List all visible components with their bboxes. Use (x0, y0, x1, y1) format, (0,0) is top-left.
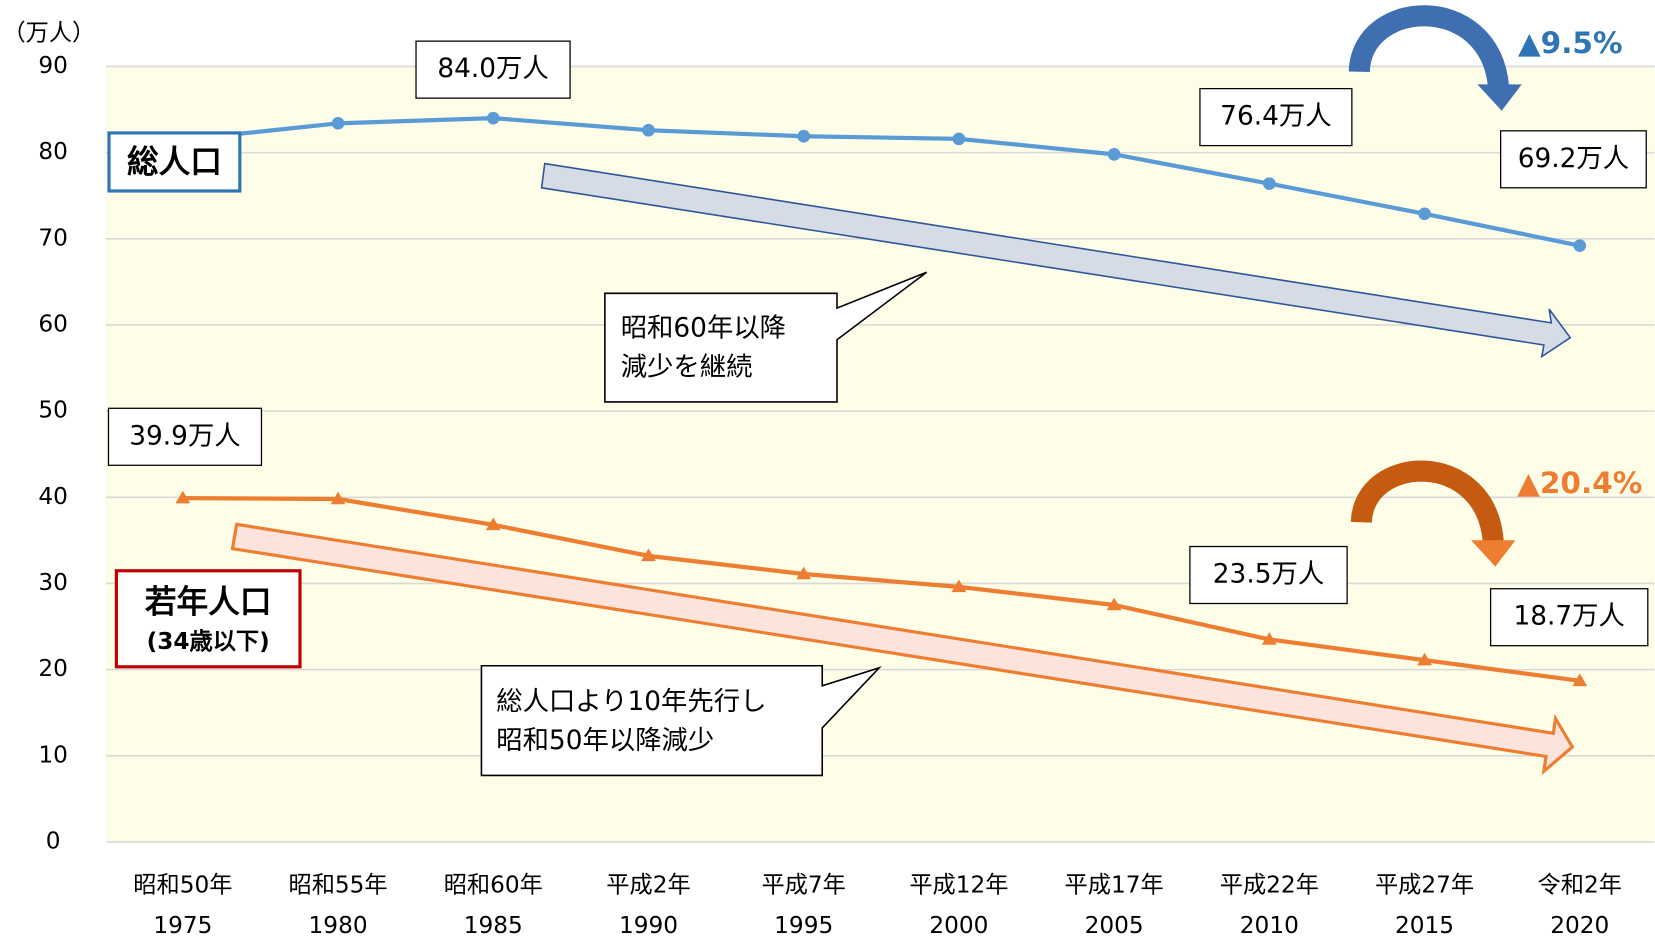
x-tick-label: 2005 (1085, 912, 1144, 939)
series-label-box (107, 131, 242, 193)
data-point (1106, 597, 1122, 611)
trend-arrow (540, 162, 1572, 359)
value-label-box (1199, 87, 1353, 147)
data-point (485, 517, 501, 531)
x-tick-label: 2000 (929, 912, 988, 939)
curved-arrow (1350, 460, 1504, 543)
series-line (182, 496, 1581, 683)
value-label: 76.4万人 (1220, 102, 1331, 132)
value-label: 18.7万人 (1513, 602, 1624, 632)
y-tick-label: 50 (38, 397, 68, 424)
data-point (175, 490, 191, 504)
value-label-box (1499, 130, 1647, 189)
value-label-box (415, 40, 571, 99)
callout-text: 昭和60年以降 (621, 314, 786, 344)
x-tick-label: 2015 (1395, 912, 1454, 939)
value-label-box (1189, 545, 1348, 605)
y-unit: （万人） (2, 19, 95, 46)
x-tick-label: 昭和50年 (133, 872, 232, 899)
change-arrow (1350, 460, 1516, 567)
y-tick-label: 10 (38, 741, 68, 768)
data-point (1261, 632, 1277, 645)
y-tick-label: 90 (38, 52, 68, 79)
data-point (1107, 148, 1121, 161)
x-tick-label: 平成17年 (1065, 872, 1164, 899)
x-tick-label: 昭和55年 (289, 872, 388, 899)
data-point (1417, 652, 1432, 666)
value-label: 39.9万人 (129, 421, 240, 451)
x-tick-label: 平成12年 (909, 872, 1008, 899)
series-label: 総人口 (127, 145, 222, 181)
callout-text: 減少を継続 (621, 353, 753, 383)
value-label-box (107, 407, 263, 466)
x-tick-label: 平成2年 (606, 872, 690, 899)
x-tick-label: 1985 (464, 912, 523, 939)
data-point (1572, 673, 1588, 687)
data-point (797, 129, 811, 143)
y-tick-label: 30 (38, 569, 68, 596)
change-label: ▲9.5% (1518, 26, 1623, 60)
y-tick-label: 40 (38, 483, 68, 510)
x-tick-label: 平成7年 (762, 872, 846, 899)
x-tick-label: 2020 (1550, 912, 1609, 939)
x-tick-label: 平成22年 (1220, 872, 1319, 899)
change-label: ▲20.4% (1517, 466, 1642, 500)
x-tick-label: 令和2年 (1538, 872, 1622, 899)
x-tick-label: 1975 (153, 912, 212, 939)
callout-box (604, 271, 928, 403)
data-point (951, 579, 967, 593)
y-tick-label: 80 (38, 138, 68, 165)
value-label: 23.5万人 (1213, 560, 1324, 590)
curved-arrow (1348, 5, 1510, 88)
x-tick-label: 2010 (1240, 912, 1299, 939)
value-label: 84.0万人 (437, 54, 548, 84)
series-line (182, 116, 1581, 248)
x-tick-label: 平成27年 (1375, 872, 1474, 899)
callout-text: 昭和50年以降減少 (496, 726, 714, 756)
data-point (1263, 177, 1276, 190)
x-tick-label: 1990 (619, 912, 678, 939)
data-point (642, 123, 655, 137)
y-tick-label: 70 (38, 224, 68, 251)
data-point (952, 132, 966, 146)
trend-arrow (230, 522, 1575, 776)
value-label-box (1489, 588, 1649, 647)
series-label-box (114, 569, 302, 669)
arrow-head (1471, 540, 1516, 567)
change-arrow (1348, 5, 1522, 111)
data-point (330, 491, 346, 505)
data-point (486, 111, 500, 125)
y-tick-label: 0 (46, 827, 61, 854)
data-point (641, 548, 656, 562)
data-point (331, 117, 345, 130)
y-tick-label: 20 (38, 655, 68, 682)
callout-box (480, 664, 882, 777)
data-point (796, 566, 812, 580)
data-point (1418, 207, 1431, 221)
series-label-note: (34歳以下) (147, 628, 270, 655)
x-tick-label: 1995 (774, 912, 833, 939)
data-point (1573, 239, 1587, 253)
callout-text: 総人口より10年先行し (496, 687, 766, 717)
x-tick-label: 1980 (309, 912, 368, 939)
y-tick-label: 60 (38, 310, 68, 337)
arrow-head (1477, 84, 1522, 111)
value-label: 69.2万人 (1518, 144, 1629, 174)
x-tick-label: 昭和60年 (444, 872, 543, 899)
series-label: 若年人口 (145, 584, 272, 620)
